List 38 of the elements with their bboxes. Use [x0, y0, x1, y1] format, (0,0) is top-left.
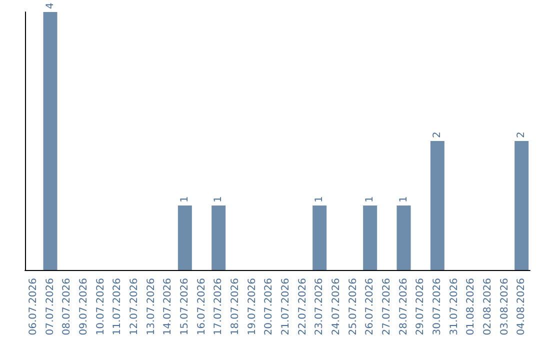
- x-tick-label: 22.07.2026: [297, 278, 308, 336]
- x-tick-label: 19.07.2026: [246, 278, 258, 336]
- x-tick-label: 09.07.2026: [78, 278, 90, 336]
- data-label: 2: [516, 132, 528, 138]
- data-label: 1: [314, 196, 326, 202]
- x-tick-label: 30.07.2026: [432, 278, 443, 336]
- x-tick-label: 27.07.2026: [381, 278, 392, 336]
- x-tick-label: 29.07.2026: [415, 278, 426, 336]
- data-label: 2: [432, 132, 443, 138]
- x-tick-label: 21.07.2026: [280, 278, 292, 336]
- x-tick-label: 11.07.2026: [112, 278, 124, 336]
- x-tick-label: 25.07.2026: [348, 278, 359, 336]
- x-tick-label: 10.07.2026: [95, 278, 106, 336]
- data-label: 4: [44, 2, 56, 9]
- x-tick-label: 15.07.2026: [179, 278, 190, 336]
- x-tick-label: 17.07.2026: [213, 278, 224, 336]
- x-tick-label: 07.07.2026: [44, 278, 56, 336]
- x-tick-label: 23.07.2026: [314, 278, 326, 336]
- x-tick-label: 20.07.2026: [264, 278, 275, 336]
- x-tick-label: 04.08.2026: [516, 278, 528, 336]
- data-label: 1: [179, 196, 190, 202]
- data-label: 1: [213, 196, 224, 202]
- x-tick-label: 02.08.2026: [482, 278, 494, 336]
- x-tick-label: 08.07.2026: [62, 278, 73, 336]
- data-label: 1: [364, 196, 376, 202]
- x-tick-label: 18.07.2026: [230, 278, 241, 336]
- x-tick-label: 14.07.2026: [162, 278, 174, 336]
- x-tick-label: 01.08.2026: [466, 278, 477, 336]
- x-tick-label: 13.07.2026: [146, 278, 157, 336]
- x-tick-label: 31.07.2026: [448, 278, 460, 336]
- x-tick-label: 16.07.2026: [196, 278, 208, 336]
- x-tick-label: 06.07.2026: [28, 278, 39, 336]
- x-tick-label: 28.07.2026: [398, 278, 410, 336]
- x-tick-label: 03.08.2026: [499, 278, 510, 336]
- x-tick-label: 12.07.2026: [128, 278, 140, 336]
- x-tick-label: 24.07.2026: [330, 278, 342, 336]
- data-label: 1: [398, 196, 410, 202]
- x-tick-label: 26.07.2026: [364, 278, 376, 336]
